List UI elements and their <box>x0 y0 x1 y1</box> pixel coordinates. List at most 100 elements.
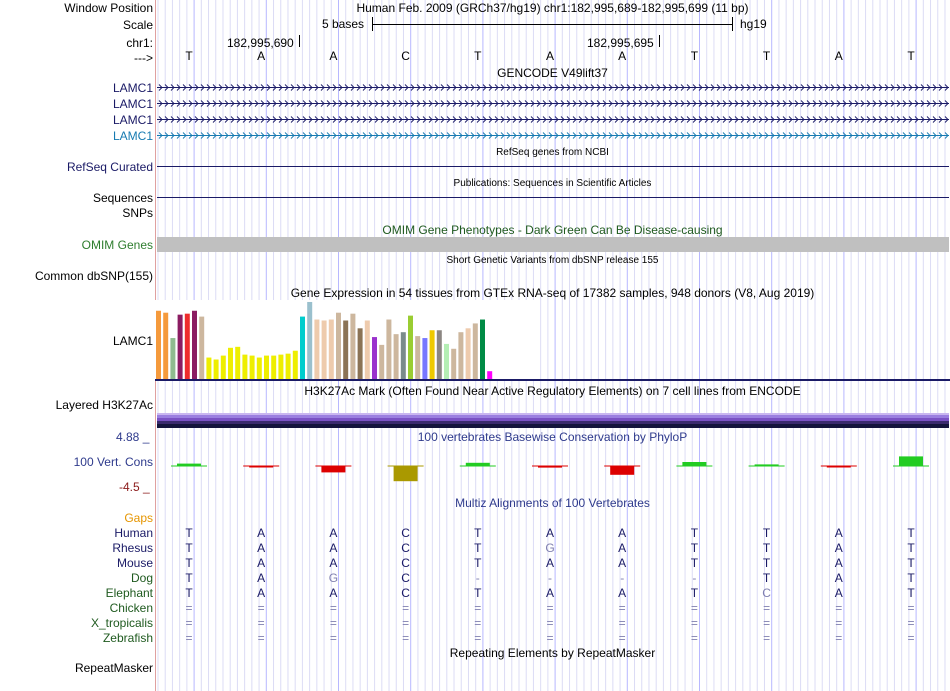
gtex-tissue-bar[interactable] <box>480 319 485 379</box>
gencode-transcript-label[interactable]: LAMC1 <box>112 129 153 143</box>
gtex-tissue-bar[interactable] <box>242 354 248 379</box>
phylop-score-mark[interactable] <box>899 456 923 466</box>
gtex-tissue-bar[interactable] <box>444 343 449 379</box>
h3k27ac-signal[interactable] <box>157 413 949 428</box>
gencode-transcript-label[interactable]: LAMC1 <box>112 97 153 111</box>
omim-title[interactable]: OMIM Gene Phenotypes - Dark Green Can Be… <box>382 223 723 237</box>
gtex-tissue-bar[interactable] <box>192 310 197 379</box>
gtex-tissue-bar[interactable] <box>343 320 349 380</box>
gtex-tissue-bar[interactable] <box>336 312 341 379</box>
multiz-species-label[interactable]: Mouse <box>116 556 153 570</box>
gtex-tissue-bar[interactable] <box>429 330 435 379</box>
phylop-score-mark[interactable] <box>177 463 201 466</box>
gtex-tissue-bar[interactable] <box>292 350 298 379</box>
window-position-label: Window Position <box>64 1 153 15</box>
phylop-title[interactable]: 100 vertebrates Basewise Conservation by… <box>417 430 688 444</box>
gtex-tissue-bar[interactable] <box>170 338 176 379</box>
multiz-title[interactable]: Multiz Alignments of 100 Vertebrates <box>455 496 650 510</box>
gtex-tissue-bar[interactable] <box>436 330 442 379</box>
phylop-score-mark[interactable] <box>754 464 779 466</box>
gtex-tissue-bar[interactable] <box>177 314 183 379</box>
phylop-score-mark[interactable] <box>465 462 490 466</box>
gtex-tissue-bar[interactable] <box>300 316 305 379</box>
gtex-tissue-bar[interactable] <box>451 348 457 379</box>
phylop-score-mark[interactable] <box>682 462 707 466</box>
gtex-tissue-bar[interactable] <box>163 312 169 379</box>
publications-line[interactable] <box>157 197 949 198</box>
gtex-tissue-bar[interactable] <box>213 359 219 380</box>
omim-label[interactable]: OMIM Genes <box>81 238 153 252</box>
multiz-species-label[interactable]: Elephant <box>105 586 153 600</box>
gtex-tissue-bar[interactable] <box>156 310 161 379</box>
gtex-tissue-bar[interactable] <box>199 316 205 379</box>
gencode-transcript[interactable] <box>157 130 949 141</box>
gtex-tissue-bar[interactable] <box>422 338 428 379</box>
gtex-title[interactable]: Gene Expression in 54 tissues from GTEx … <box>290 286 815 300</box>
gtex-tissue-bar[interactable] <box>285 353 291 379</box>
multiz-species-label[interactable]: Zebrafish <box>102 631 153 645</box>
gtex-tissue-bar[interactable] <box>278 354 284 379</box>
refseq-title[interactable]: RefSeq genes from NCBI <box>496 147 609 158</box>
h3k27ac-title[interactable]: H3K27Ac Mark (Often Found Near Active Re… <box>304 384 801 398</box>
phylop-score-mark[interactable] <box>538 466 562 468</box>
phylop-score-mark[interactable] <box>321 466 346 473</box>
gtex-tissue-bar[interactable] <box>328 319 334 379</box>
gencode-transcript-label[interactable]: LAMC1 <box>112 113 153 127</box>
gtex-tissue-bar[interactable] <box>264 355 269 379</box>
multiz-species-label[interactable]: Dog <box>130 571 153 585</box>
gtex-tissue-bar[interactable] <box>256 357 262 379</box>
multiz-species-label[interactable]: Human <box>114 526 153 540</box>
phylop-score-mark[interactable] <box>393 466 418 482</box>
gtex-tissue-bar[interactable] <box>465 328 471 379</box>
phylop-score-mark[interactable] <box>610 466 635 475</box>
gtex-tissue-bar[interactable] <box>386 319 392 379</box>
gtex-tissue-bar[interactable] <box>314 319 320 379</box>
gtex-label[interactable]: LAMC1 <box>112 334 153 348</box>
gtex-tissue-bar[interactable] <box>206 357 212 379</box>
multiz-species-label[interactable]: Rhesus <box>112 541 153 555</box>
refseq-label[interactable]: RefSeq Curated <box>66 160 153 174</box>
gtex-tissue-bar[interactable] <box>364 320 370 380</box>
gencode-title[interactable]: GENCODE V49lift37 <box>497 66 608 80</box>
gtex-tissue-bar[interactable] <box>271 355 277 379</box>
phylop-label[interactable]: 100 Vert. Cons <box>73 455 153 469</box>
gtex-tissue-bar[interactable] <box>379 344 385 379</box>
gtex-tissue-bar[interactable] <box>307 301 313 379</box>
gtex-tissue-bar[interactable] <box>228 347 233 379</box>
dbsnp-title[interactable]: Short Genetic Variants from dbSNP releas… <box>446 255 659 266</box>
gtex-tissue-bar[interactable] <box>350 313 356 379</box>
phylop-logo[interactable] <box>155 446 950 482</box>
repeatmasker-title[interactable]: Repeating Elements by RepeatMasker <box>449 646 656 660</box>
gencode-transcript[interactable] <box>157 98 949 109</box>
publications-title[interactable]: Publications: Sequences in Scientific Ar… <box>453 178 652 189</box>
gencode-transcript[interactable] <box>157 114 949 125</box>
gtex-tissue-bar[interactable] <box>472 323 478 379</box>
phylop-score-mark[interactable] <box>826 466 851 468</box>
gtex-tissue-bar[interactable] <box>415 336 421 379</box>
gtex-tissue-bar[interactable] <box>220 355 226 379</box>
dbsnp-label[interactable]: Common dbSNP(155) <box>34 269 153 283</box>
gtex-tissue-bar[interactable] <box>400 332 406 379</box>
gtex-tissue-bar[interactable] <box>393 334 399 379</box>
gtex-tissue-bar[interactable] <box>458 332 464 379</box>
gtex-tissue-bar[interactable] <box>249 355 255 379</box>
snps-label[interactable]: SNPs <box>122 206 153 220</box>
gtex-tissue-bar[interactable] <box>408 315 413 379</box>
gencode-transcript-label[interactable]: LAMC1 <box>112 81 153 95</box>
gtex-tissue-bar[interactable] <box>357 328 363 379</box>
gtex-tissue-bar[interactable] <box>372 337 377 379</box>
repeatmasker-label[interactable]: RepeatMasker <box>74 661 153 675</box>
gtex-tissue-bar[interactable] <box>235 346 241 379</box>
gencode-transcript[interactable] <box>157 82 949 93</box>
h3k27ac-label[interactable]: Layered H3K27Ac <box>55 398 153 412</box>
multiz-species-label[interactable]: X_tropicalis <box>90 616 153 630</box>
publications-label[interactable]: Sequences <box>92 191 153 205</box>
gtex-tissue-bar[interactable] <box>321 320 327 380</box>
omim-gene-bar[interactable] <box>157 237 949 252</box>
multiz-species-label[interactable]: Chicken <box>109 601 153 615</box>
gtex-tissue-bar[interactable] <box>184 313 190 379</box>
refseq-gene-line[interactable] <box>157 166 949 167</box>
phylop-score-mark[interactable] <box>249 466 274 468</box>
gtex-tissue-bar[interactable] <box>487 371 493 379</box>
gtex-bar-chart[interactable] <box>155 300 950 382</box>
